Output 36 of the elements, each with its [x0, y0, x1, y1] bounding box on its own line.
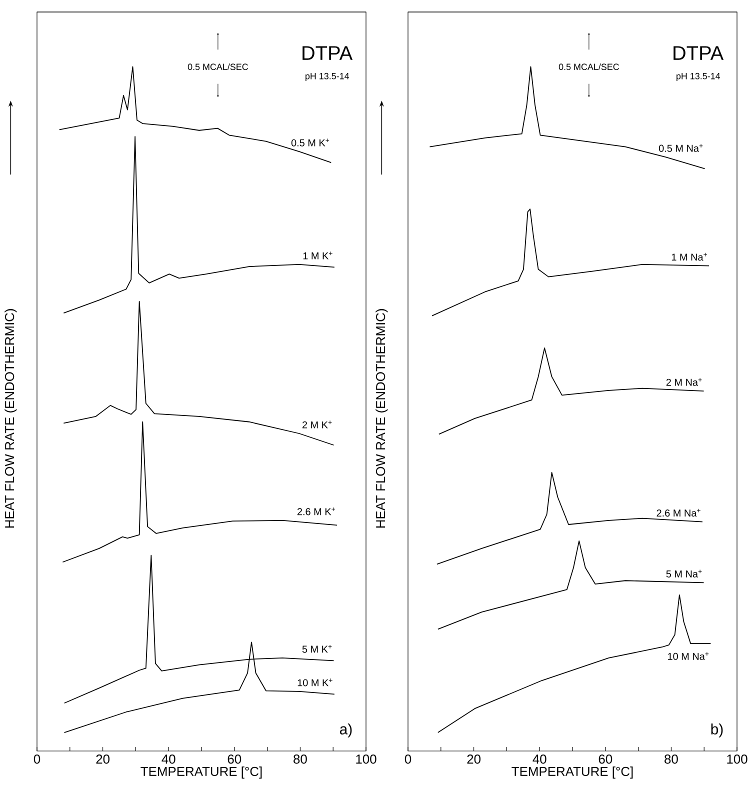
- x-tick-label: 40: [532, 754, 546, 764]
- annotation: a): [340, 724, 352, 738]
- series-label: 2 M K$^{+}$: [302, 420, 332, 428]
- series-label: 5 M Na$^{+}$: [666, 570, 702, 578]
- x-tick-label: 0: [34, 754, 40, 764]
- x-tick-label: 80: [664, 754, 678, 764]
- x-tick-label: 20: [467, 754, 481, 764]
- x-tick-label: 100: [356, 754, 376, 764]
- series-label: 0.5 M Na$^{+}$: [658, 144, 703, 152]
- x-axis-title: TEMPERATURE [°C]: [140, 766, 262, 779]
- x-tick-label: 60: [598, 754, 612, 764]
- x-tick-label: 60: [228, 754, 242, 764]
- series-label: 10 M K$^{+}$: [298, 678, 332, 686]
- series-label: 2.6 M Na$^{+}$: [656, 508, 700, 517]
- x-tick-label: 20: [96, 754, 110, 764]
- x-tick-label: 80: [294, 754, 307, 764]
- series-label: 1 M Na$^{+}$: [672, 252, 707, 261]
- x-tick-label: 100: [727, 754, 748, 764]
- series-label: 5 M K$^{+}$: [302, 645, 332, 653]
- x-tick-label: 0: [404, 754, 412, 764]
- annotation: pH 13.5-14: [306, 72, 350, 82]
- series-label: 1 M K$^{+}$: [303, 252, 332, 260]
- chart-title: DTPA: [674, 46, 724, 60]
- annotation: 0.5 MCAL/SEC: [188, 63, 248, 70]
- series-label: 10 M Na$^{+}$: [668, 652, 709, 660]
- y-axis-title: HEAT FLOW RATE (ENDOTHERMIC): [4, 309, 17, 528]
- annotation: b): [711, 724, 723, 738]
- annotation: pH 13.5-14: [676, 72, 720, 82]
- series-label: 0.5 M K$^{+}$: [291, 138, 330, 146]
- series-label: 2.6 M K$^{+}$: [297, 507, 335, 516]
- chart-title: DTPA: [302, 46, 353, 60]
- x-axis-title: TEMPERATURE [°C]: [512, 766, 633, 779]
- x-tick-label: 40: [162, 754, 176, 764]
- series-label: 2 M Na$^{+}$: [666, 378, 702, 386]
- y-axis-title: HEAT FLOW RATE (ENDOTHERMIC): [376, 309, 388, 528]
- annotation: 0.5 MCAL/SEC: [558, 63, 620, 70]
